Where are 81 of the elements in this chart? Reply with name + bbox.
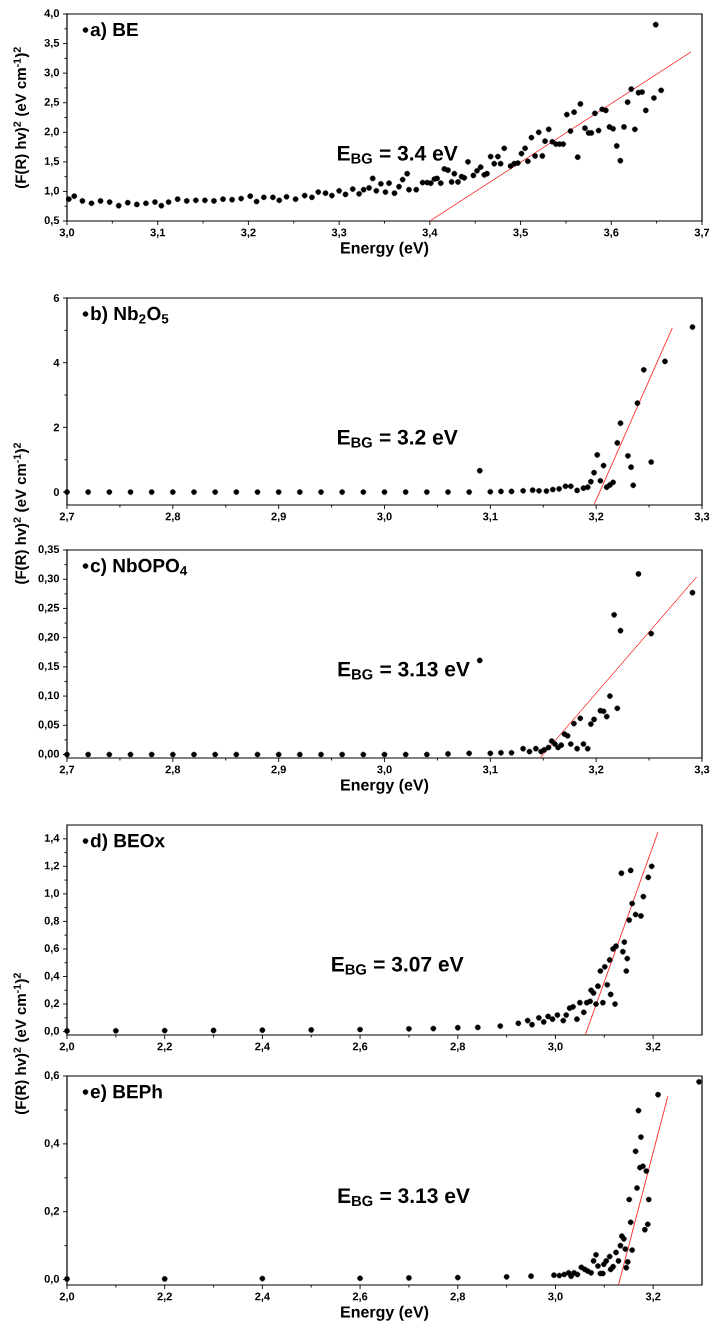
x-tick-label: 2,8 bbox=[165, 512, 181, 522]
x-tick-label: 3,0 bbox=[377, 512, 392, 522]
x-tick-label: 3,2 bbox=[588, 512, 604, 522]
annotation: E$_{BG}$ = 3.4 eV bbox=[338, 145, 458, 164]
x-tick-label: 2,8 bbox=[450, 1292, 466, 1302]
y-tick-label: 0,5 bbox=[44, 216, 60, 226]
x-tick-label: 2,7 bbox=[59, 512, 75, 522]
y-tick-label: 0,30 bbox=[38, 574, 60, 584]
y-tick-label: 0,2 bbox=[44, 1207, 60, 1217]
x-tick-label: 3,0 bbox=[377, 765, 392, 775]
y-tick-label: 2 bbox=[53, 423, 60, 432]
y-tick-label: 0,05 bbox=[38, 720, 60, 730]
legend-label: b) Nb$_{2}$O$_{5}$ bbox=[91, 306, 169, 325]
y-tick-label: 1,5 bbox=[44, 157, 60, 167]
x-tick-label: 3,0 bbox=[548, 1292, 563, 1302]
y-tick-label: 0,8 bbox=[44, 916, 60, 927]
y-tick-label: 6 bbox=[53, 294, 60, 302]
y-tick-label: 0,35 bbox=[38, 545, 60, 555]
legend-label: c) NbOPO$_{4}$ bbox=[90, 558, 188, 577]
y-tick-label: 1,4 bbox=[44, 834, 60, 844]
x-tick-label: 2,4 bbox=[255, 1292, 270, 1302]
x-tick-label: 2,9 bbox=[271, 765, 286, 775]
y-axis-title: (F(R) hv)$^{2}$ (eV cm$^{-1}$)$^{2}$ bbox=[13, 973, 30, 1114]
x-tick-label: 2,7 bbox=[59, 765, 75, 775]
y-tick-label: 0,15 bbox=[38, 662, 60, 672]
x-tick-label: 2,9 bbox=[271, 512, 286, 522]
x-tick-label: 2,8 bbox=[450, 1042, 466, 1052]
x-tick-label: 3,4 bbox=[422, 228, 438, 238]
x-tick-label: 3,3 bbox=[694, 512, 710, 522]
y-tick-label: 0,4 bbox=[44, 971, 60, 982]
x-tick-label: 2,8 bbox=[165, 765, 181, 775]
x-axis-title: Energy (eV) bbox=[341, 1305, 429, 1321]
y-tick-label: 0,6 bbox=[44, 944, 60, 954]
x-tick-label: 3,3 bbox=[694, 765, 710, 775]
x-tick-label: 3,2 bbox=[645, 1292, 661, 1302]
y-tick-label: 0,0 bbox=[44, 1274, 60, 1285]
x-tick-label: 3,5 bbox=[513, 228, 528, 238]
y-tick-label: 4 bbox=[53, 358, 60, 367]
annotation: E$_{BG}$ = 3.13 eV bbox=[338, 661, 470, 680]
y-tick-label: 4,0 bbox=[44, 9, 60, 19]
y-tick-label: 1,0 bbox=[44, 889, 60, 899]
x-tick-label: 2,6 bbox=[352, 1042, 368, 1052]
y-tick-label: 2,0 bbox=[44, 127, 60, 137]
y-tick-label: 1,0 bbox=[44, 186, 60, 197]
x-axis-title: Energy (eV) bbox=[341, 778, 429, 794]
x-tick-label: 3,2 bbox=[588, 765, 604, 775]
x-tick-label: 2,2 bbox=[157, 1042, 172, 1052]
y-tick-label: 3,5 bbox=[44, 38, 60, 49]
x-axis-title: Energy (eV) bbox=[341, 241, 429, 257]
y-tick-label: 3,0 bbox=[44, 68, 60, 78]
legend-label: a) BE bbox=[90, 22, 138, 41]
legend-label: e) BEPh bbox=[90, 1084, 162, 1103]
x-tick-label: 3,2 bbox=[645, 1042, 661, 1052]
x-tick-label: 3,0 bbox=[548, 1042, 563, 1052]
y-tick-label: 0,6 bbox=[44, 1071, 60, 1081]
y-tick-label: 0 bbox=[53, 488, 60, 496]
y-tick-label: 0,00 bbox=[38, 749, 60, 760]
y-tick-label: 2,5 bbox=[44, 98, 60, 108]
y-axis-title: (F(R) hv)$^{2}$ (eV cm$^{-1}$)$^{2}$ bbox=[13, 47, 30, 189]
y-tick-label: 0,0 bbox=[44, 1026, 60, 1037]
y-axis-title: (F(R) hv)$^{2}$ (eV cm$^{-1}$)$^{2}$ bbox=[13, 442, 30, 584]
x-tick-label: 3,3 bbox=[331, 228, 347, 238]
y-tick-label: 0,4 bbox=[44, 1139, 60, 1149]
x-tick-label: 2,2 bbox=[157, 1292, 172, 1302]
x-tick-label: 3,6 bbox=[603, 228, 619, 238]
y-tick-label: 0,20 bbox=[38, 632, 60, 643]
y-tick-label: 0,10 bbox=[38, 691, 60, 701]
annotation: E$_{BG}$ = 3.07 eV bbox=[332, 956, 464, 975]
x-tick-label: 3,1 bbox=[482, 512, 498, 522]
annotation: E$_{BG}$ = 3.2 eV bbox=[338, 429, 458, 448]
x-tick-label: 2,6 bbox=[352, 1292, 368, 1302]
annotation: E$_{BG}$ = 3.13 eV bbox=[338, 1188, 470, 1207]
x-tick-label: 3,2 bbox=[241, 228, 256, 238]
x-tick-label: 2,4 bbox=[255, 1042, 270, 1052]
legend-label: d) BEOx bbox=[90, 833, 165, 852]
y-tick-label: 0,25 bbox=[38, 603, 60, 614]
x-tick-label: 3,1 bbox=[150, 228, 166, 238]
x-tick-label: 3,7 bbox=[694, 228, 710, 238]
x-tick-label: 3,1 bbox=[482, 765, 498, 775]
y-tick-label: 0,2 bbox=[44, 999, 60, 1009]
y-tick-label: 1,2 bbox=[44, 861, 60, 872]
